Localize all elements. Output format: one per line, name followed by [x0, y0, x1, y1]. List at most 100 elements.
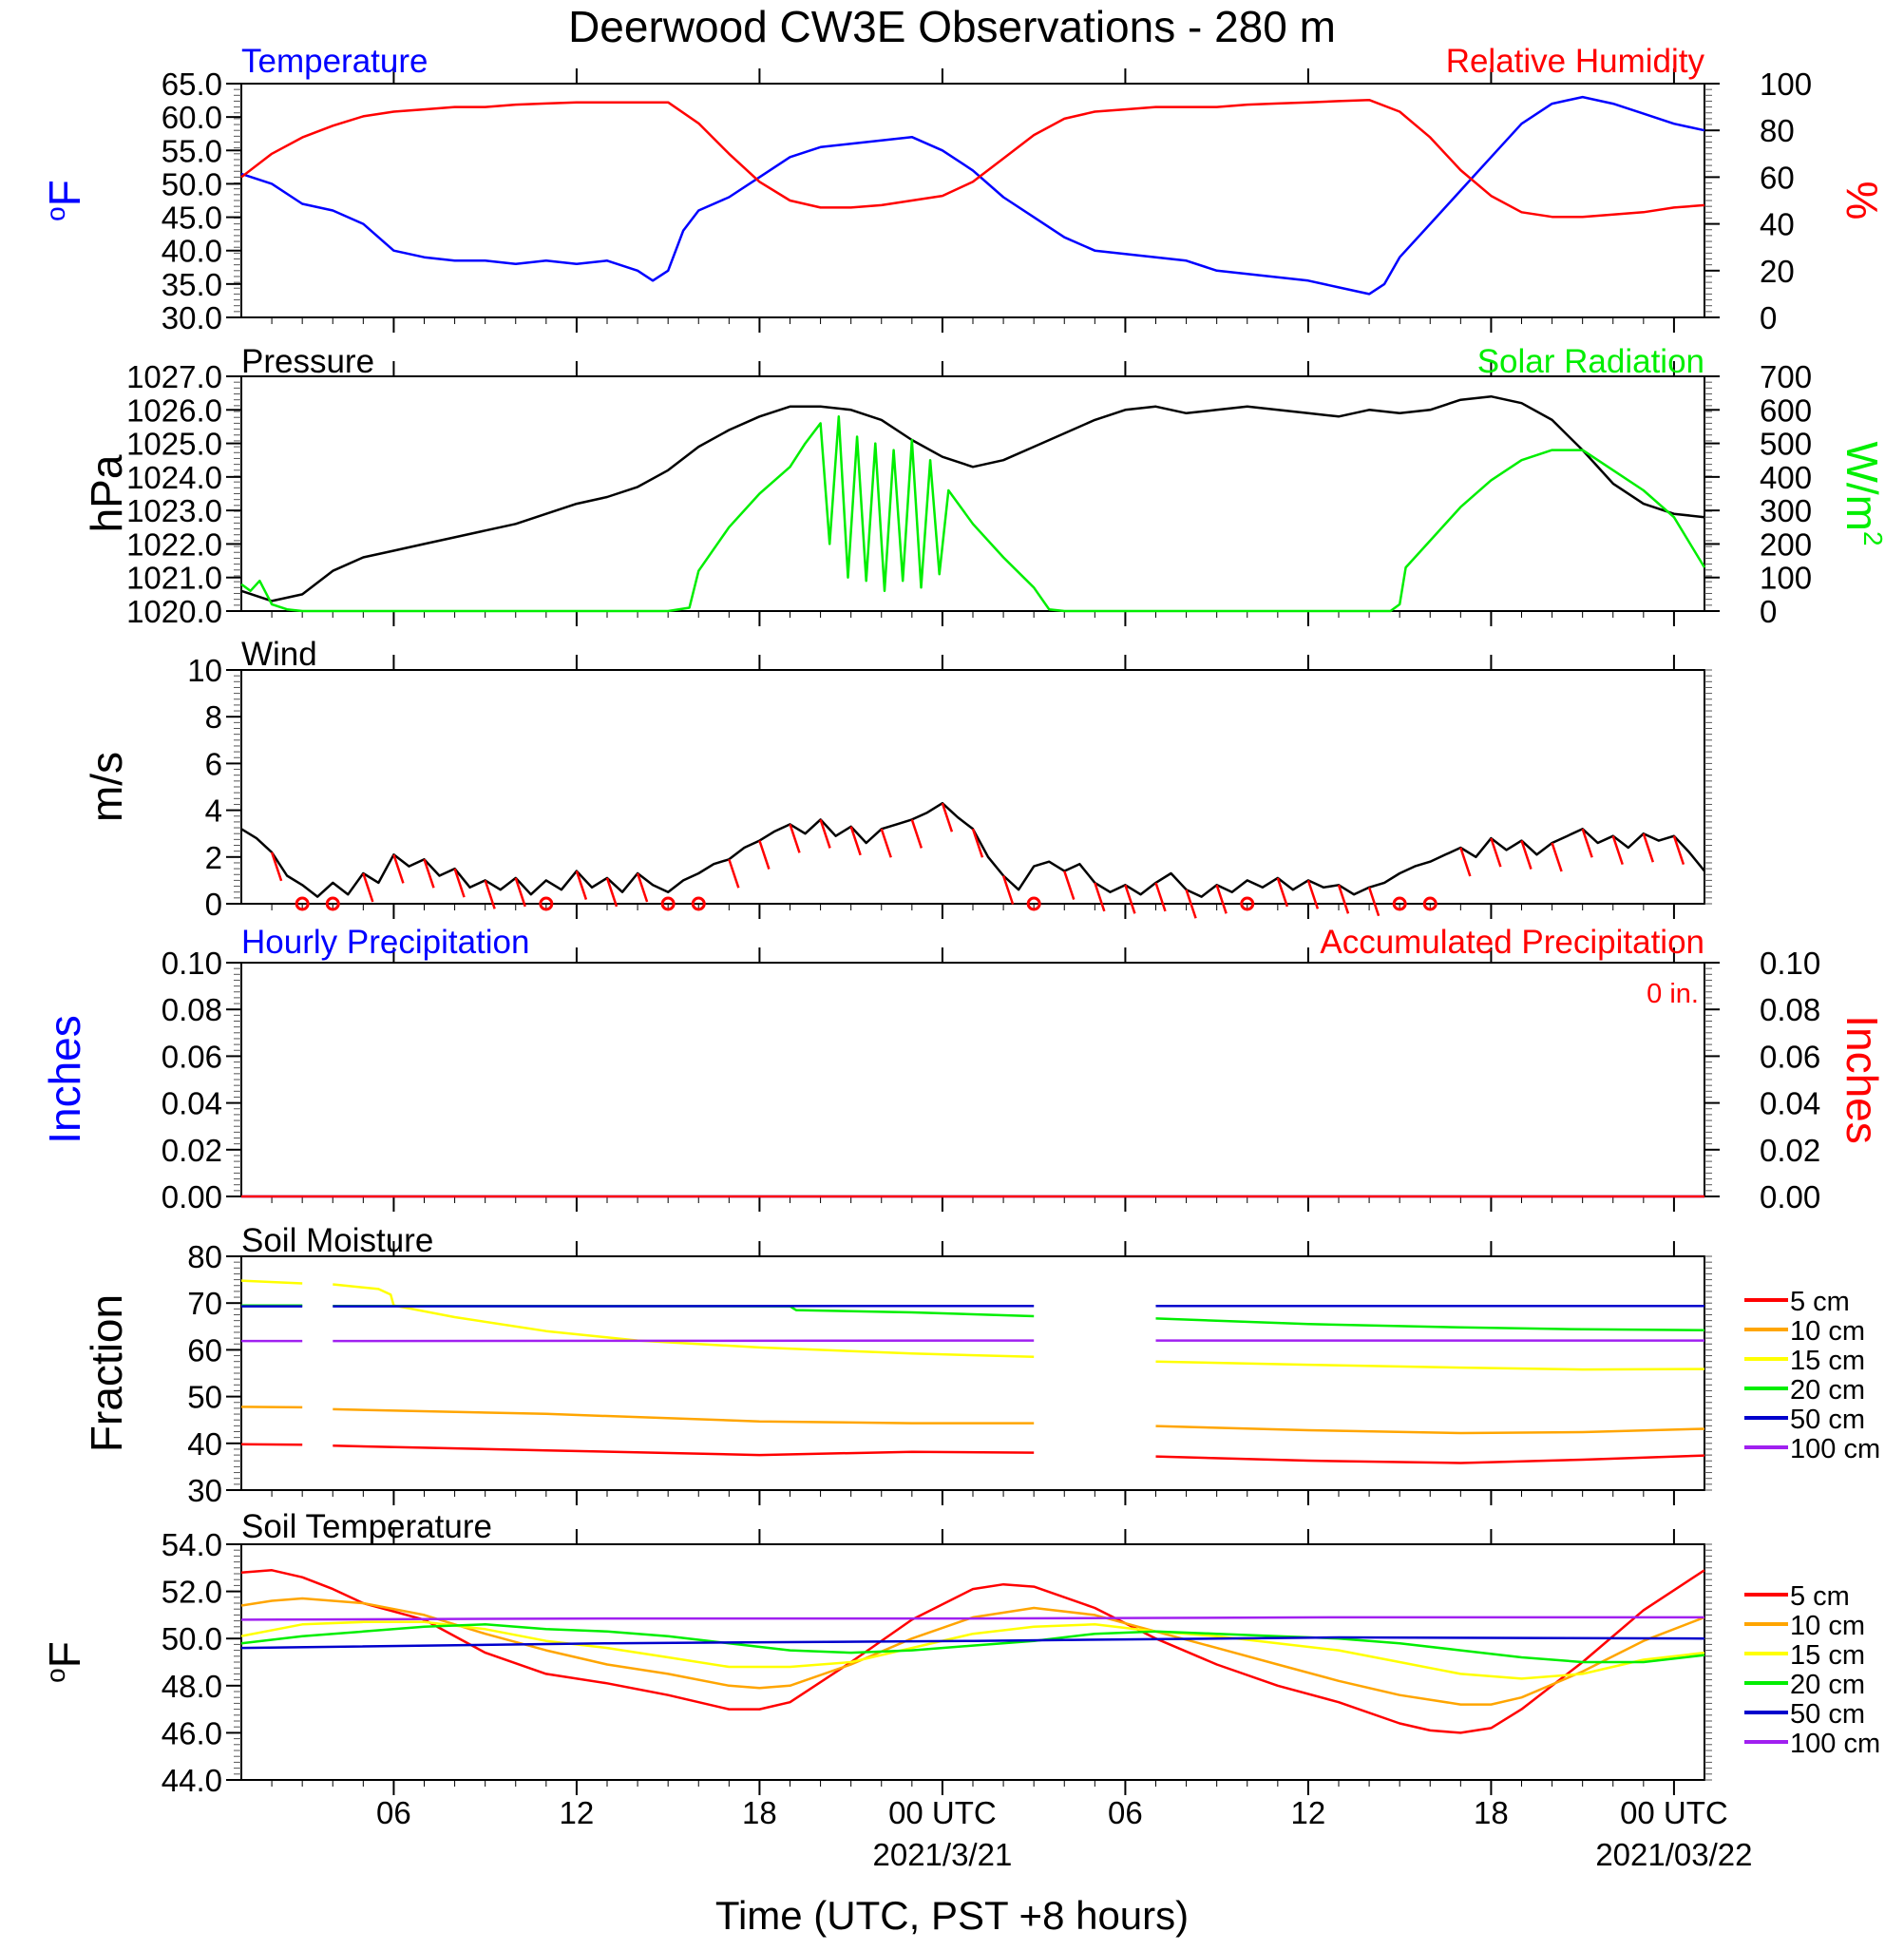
y-tick-label: 4	[205, 794, 222, 829]
series-line-50-cm-seg0	[240, 1635, 1705, 1650]
y-tick-label: 35.0	[162, 267, 222, 302]
x-tick-label: 18	[742, 1795, 777, 1830]
legend-label: 5 cm	[1790, 1581, 1850, 1612]
x-axis-label: Time (UTC, PST +8 hours)	[715, 1893, 1189, 1938]
y2-tick-label: 300	[1760, 493, 1812, 528]
legend-label: 50 cm	[1790, 1699, 1865, 1730]
wind-barb	[1581, 828, 1593, 858]
y-axis-unit-label: m/s	[82, 752, 131, 822]
y-tick-label: 1024.0	[126, 460, 222, 495]
y2-tick-label: 100	[1760, 561, 1812, 596]
series-line-15-cm-seg0	[240, 1620, 1705, 1680]
y2-tick-label: 0	[1760, 594, 1777, 629]
panel-title-right: Solar Radiation	[1477, 343, 1704, 380]
y-tick-label: 1021.0	[126, 561, 222, 596]
panel-temp_rh: 30.035.040.045.050.055.060.065.0 0 20 40 60 8…	[40, 43, 1887, 335]
y-tick-label: 30	[187, 1473, 222, 1508]
series-line-10-cm-seg0	[240, 1597, 1705, 1706]
panel-title-left: Pressure	[241, 343, 374, 380]
wind-barb	[1672, 835, 1685, 866]
wind-barb	[758, 840, 771, 870]
wind-barb	[789, 823, 801, 853]
calm-wind-marker	[295, 896, 310, 911]
wind-barb	[1276, 877, 1289, 908]
plot-frame	[240, 669, 1705, 905]
calm-wind-marker	[539, 896, 554, 911]
legend-label: 50 cm	[1790, 1405, 1865, 1435]
y2-axis-unit-label: W/m2	[1837, 441, 1888, 545]
legend-label: 10 cm	[1790, 1316, 1865, 1347]
panel-title-left: Soil Temperature	[241, 1508, 492, 1545]
x-tick-label: 12	[1291, 1795, 1326, 1830]
y-tick-label: 80	[187, 1239, 222, 1274]
x-tick-label: 00 UTC	[888, 1795, 997, 1830]
y-tick-label: 45.0	[162, 201, 222, 236]
wind-barb	[423, 858, 435, 889]
wind-barb	[1185, 889, 1197, 919]
y-tick-label: 65.0	[162, 67, 222, 102]
y-tick-label: 40.0	[162, 234, 222, 269]
wind-barb	[514, 877, 526, 908]
precip-total-annotation: 0 in.	[1647, 979, 1699, 1009]
y2-tick-label: 0.02	[1760, 1133, 1820, 1168]
y2-tick-label: 100	[1760, 67, 1812, 102]
wind-barb	[910, 819, 923, 849]
y2-tick-label: 0.04	[1760, 1086, 1820, 1121]
panel-title-left: Wind	[241, 636, 317, 673]
y-tick-label: 1026.0	[126, 392, 222, 428]
y2-tick-label: 700	[1760, 359, 1812, 394]
series-line-temperature-seg0	[240, 95, 1705, 296]
y-tick-label: 0.10	[162, 946, 222, 981]
y2-tick-label: 0.06	[1760, 1039, 1820, 1074]
y-tick-label: 50.0	[162, 1621, 222, 1656]
y-tick-label: 2	[205, 840, 222, 875]
figure-title: Deerwood CW3E Observations - 280 m	[568, 2, 1336, 51]
y2-tick-label: 0.08	[1760, 992, 1820, 1027]
legend-label: 100 cm	[1790, 1434, 1880, 1464]
wind-barb	[728, 858, 740, 889]
legend-label: 15 cm	[1790, 1640, 1865, 1671]
unit-text: %	[1837, 182, 1887, 220]
legend-label: 15 cm	[1790, 1346, 1865, 1376]
wind-barb	[1154, 882, 1167, 912]
wind-barb	[1459, 847, 1472, 877]
y-tick-label: 0	[205, 887, 222, 922]
legend-label: 100 cm	[1790, 1729, 1880, 1759]
y-axis-unit-label: hPa	[82, 454, 131, 532]
wind-barb	[1001, 875, 1015, 905]
series-line-5-cm-seg0	[240, 1569, 1705, 1734]
wind-barb	[362, 872, 374, 903]
series-line-solar-radiation-seg0	[240, 415, 1706, 613]
wind-barb	[636, 872, 649, 903]
unit-letter: F	[40, 180, 89, 206]
y-tick-label: 0.04	[162, 1086, 222, 1121]
wind-barb	[1490, 837, 1502, 868]
series-line-10-cm-seg2	[1155, 1425, 1705, 1435]
y-tick-label: 0.02	[162, 1133, 222, 1168]
panel-precip: 0.00 0.02 0.04 0.06 0.08 0.10 0.00 0.02 0.04 0.06…	[40, 924, 1887, 1215]
y2-tick-label: 400	[1760, 460, 1812, 495]
y-tick-label: 0.06	[162, 1039, 222, 1074]
legend-label: 10 cm	[1790, 1611, 1865, 1641]
series-line-100-cm-seg0	[240, 1616, 1704, 1621]
panel-pressure_solar: 1020.01021.01022.01023.01024.01025.01026…	[82, 343, 1888, 629]
wind-barb	[1063, 870, 1076, 900]
panel-title-left: Soil Moisture	[241, 1222, 433, 1259]
wind-barb	[849, 826, 862, 856]
series-line-20-cm-seg0	[240, 1623, 1705, 1664]
panel-wind: 0 2 4 6 8 10 Wind m/s	[82, 636, 1712, 922]
series-line-wind-speed-seg0	[240, 801, 1705, 898]
wind-barb	[605, 877, 619, 908]
y-tick-label: 8	[205, 699, 222, 735]
x-tick-label: 06	[376, 1795, 411, 1830]
y-tick-label: 1023.0	[126, 493, 222, 528]
y-tick-label: 44.0	[162, 1763, 222, 1798]
plot-frame	[240, 1543, 1705, 1781]
y-tick-label: 0.08	[162, 992, 222, 1027]
series-line-relative-humidity-seg0	[240, 98, 1705, 219]
series-line-10-cm-seg1	[333, 1407, 1035, 1425]
series-line-100-cm-seg1	[333, 1339, 1035, 1343]
wind-barb	[941, 802, 954, 832]
y2-tick-label: 500	[1760, 427, 1812, 462]
